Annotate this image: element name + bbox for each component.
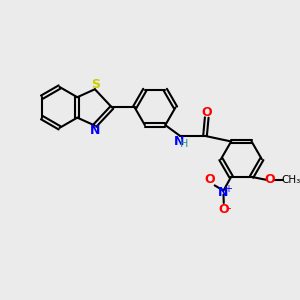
Text: N: N <box>90 124 100 137</box>
Text: O: O <box>218 203 229 216</box>
Text: -: - <box>226 202 231 214</box>
Text: O: O <box>264 173 275 186</box>
Text: N: N <box>218 186 229 199</box>
Text: O: O <box>201 106 212 119</box>
Text: O: O <box>205 173 215 186</box>
Text: N: N <box>174 135 184 148</box>
Text: S: S <box>91 78 100 91</box>
Text: +: + <box>224 184 232 194</box>
Text: H: H <box>180 139 188 148</box>
Text: CH₃: CH₃ <box>281 175 300 185</box>
